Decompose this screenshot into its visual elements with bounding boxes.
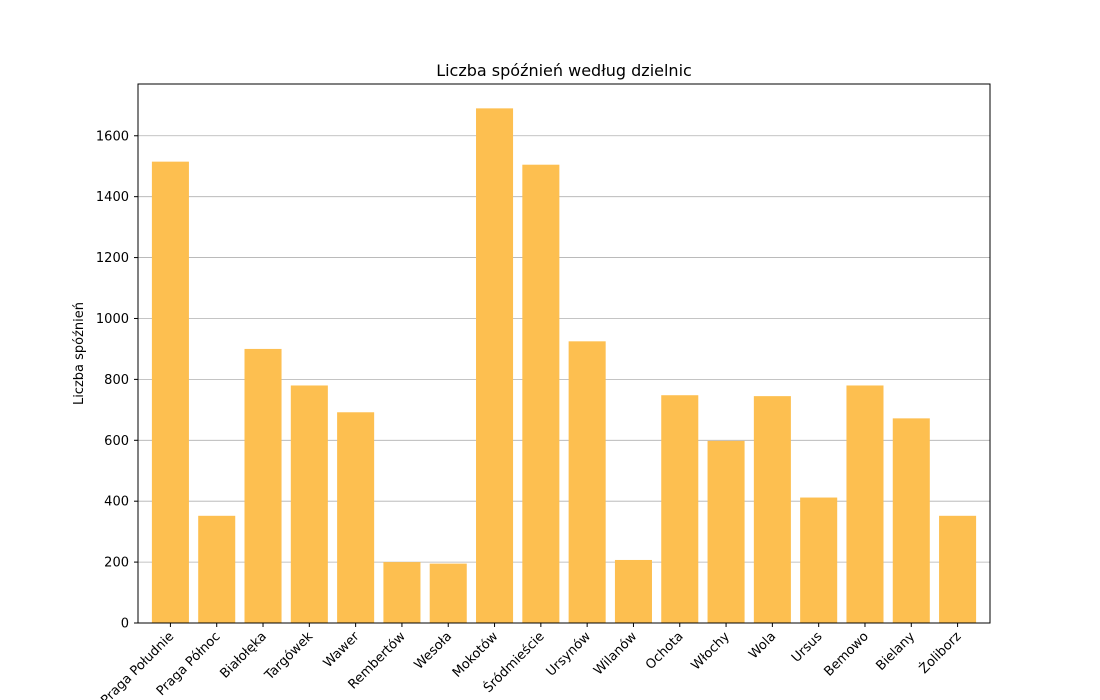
bar	[614, 559, 652, 623]
x-tick-label: Bielany	[874, 629, 919, 674]
x-tick-label: Wesoła	[412, 629, 455, 672]
bar	[383, 562, 421, 623]
x-tick-label: Ochota	[643, 629, 687, 673]
x-tick-label: Wawer	[321, 629, 363, 671]
y-tick-label: 1400	[96, 190, 129, 205]
bar	[476, 108, 514, 624]
bar	[244, 348, 282, 623]
chart-title: Liczba spóźnień według dzielnic	[436, 61, 692, 80]
bar	[800, 497, 838, 623]
bar	[939, 515, 977, 623]
bar	[290, 385, 328, 623]
bar	[568, 341, 606, 623]
bar	[429, 563, 467, 623]
bar	[753, 396, 791, 623]
y-tick-label: 0	[121, 617, 129, 632]
bar	[151, 161, 189, 624]
x-tick-label: Bemowo	[822, 629, 872, 679]
y-tick-label: 1000	[96, 312, 129, 327]
bar	[522, 164, 560, 623]
bar	[661, 395, 699, 623]
x-tick-label: Wola	[746, 629, 779, 662]
bar	[198, 515, 236, 623]
y-tick-label: 800	[104, 373, 129, 388]
x-tick-label: Żoliborz	[916, 628, 965, 677]
x-tick-label: Wilanów	[591, 629, 640, 678]
x-tick-label: Białołęka	[217, 629, 269, 681]
y-tick-label: 600	[104, 434, 129, 449]
plot-frame	[137, 83, 991, 624]
x-tick-label: Ursynów	[544, 629, 595, 680]
y-tick-label: 200	[104, 556, 129, 571]
x-tick-label: Włochy	[689, 629, 733, 673]
y-tick-label: 400	[104, 495, 129, 510]
bar	[337, 412, 375, 623]
y-axis-ticks: 0 200 400 600 800 1000 1200 1400 1600	[96, 129, 138, 632]
bar	[892, 418, 930, 623]
bar	[846, 385, 884, 623]
x-tick-label: Ursus	[789, 629, 826, 666]
bars	[151, 108, 977, 624]
x-tick-label: Targówek	[262, 629, 317, 684]
y-tick-label: 1200	[96, 251, 129, 266]
y-tick-label: 1600	[96, 129, 129, 144]
y-axis-label: Liczba spóźnień	[72, 302, 87, 405]
bar	[707, 440, 745, 623]
